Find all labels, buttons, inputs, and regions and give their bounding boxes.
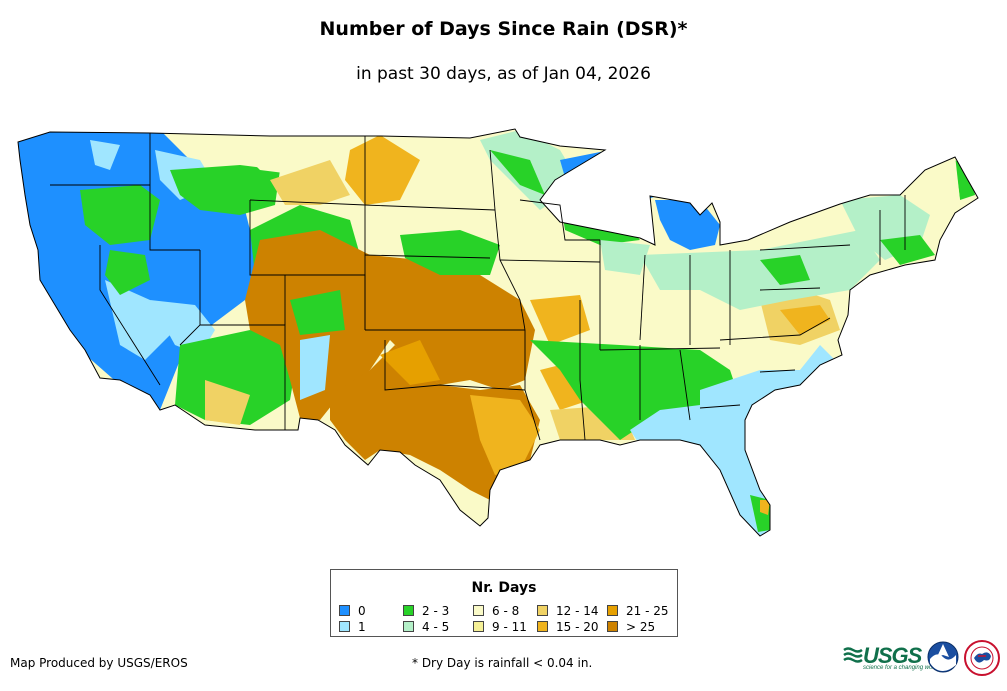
swatch-4-5 [403, 621, 414, 632]
region-15-20-fl-tip [760, 500, 770, 515]
region-2-3-mt [170, 165, 280, 215]
map-title: Number of Days Since Rain (DSR)* [319, 18, 688, 40]
map-subtitle: in past 30 days, as of Jan 04, 2026 [356, 64, 651, 84]
legend-label: 0 [358, 604, 366, 618]
legend-label: 15 - 20 [556, 620, 599, 634]
region-12-14-mt-east [270, 160, 350, 205]
region-1-nm [300, 335, 330, 400]
region-1-florida-carolinas [630, 345, 835, 536]
swatch-1 [339, 621, 350, 632]
usgs-tagline: science for a changing world [863, 665, 940, 671]
usgs-waves-icon [843, 647, 863, 663]
noaa-logo-icon [927, 641, 959, 673]
region-2-3-or [80, 185, 160, 245]
region-2-3-nv [105, 250, 150, 295]
legend-label: 1 [358, 620, 366, 634]
state-boundaries [50, 133, 906, 441]
legend: Nr. Days 0 1 2 - 3 4 - 5 6 - 8 9 - 11 12… [330, 569, 678, 637]
region-1-nevada [105, 280, 175, 360]
legend-label: 2 - 3 [422, 604, 450, 618]
region-21-25-ok [380, 340, 440, 385]
region-2-3-pa [760, 255, 810, 285]
legend-label: 21 - 25 [626, 604, 669, 618]
swatch-12-14 [537, 605, 548, 616]
region-2-3-newengland [880, 235, 935, 265]
legend-label: 4 - 5 [422, 620, 450, 634]
legend-label: 12 - 14 [556, 604, 599, 618]
region-2-3-ne [400, 230, 500, 275]
legend-title: Nr. Days [471, 580, 537, 596]
legend-item-15-20: 15 - 20 [537, 620, 599, 634]
swatch-gt25 [607, 621, 618, 632]
legend-item-9-11: 9 - 11 [473, 620, 527, 634]
region-0-upper-mi [560, 150, 660, 210]
usgs-logo-text: USGS [863, 643, 922, 668]
region-2-3-co [290, 290, 345, 335]
region-15-20-mo [530, 295, 590, 345]
region-12-14-az [205, 380, 250, 425]
legend-item-1: 1 [339, 620, 366, 634]
legend-item-gt25: > 25 [607, 620, 655, 634]
region-4-5-il-north [600, 240, 650, 275]
swatch-6-8 [473, 605, 484, 616]
swatch-21-25 [607, 605, 618, 616]
legend-item-0: 0 [339, 604, 366, 618]
swatch-9-11 [473, 621, 484, 632]
legend-item-21-25: 21 - 25 [607, 604, 669, 618]
credit-text: Map Produced by USGS/EROS [10, 656, 188, 670]
region-15-20-nd-west [345, 135, 420, 205]
swatch-15-20 [537, 621, 548, 632]
region-15-20-va [780, 305, 830, 335]
legend-label: 9 - 11 [492, 620, 527, 634]
legend-item-12-14: 12 - 14 [537, 604, 599, 618]
legend-item-6-8: 6 - 8 [473, 604, 519, 618]
region-6-8-mt-north [235, 129, 330, 175]
nws-logo-icon [964, 640, 1000, 676]
swatch-2-3 [403, 605, 414, 616]
legend-label: > 25 [626, 620, 656, 634]
dsr-regions [18, 129, 978, 536]
legend-label: 6 - 8 [492, 604, 520, 618]
region-0-lower-mi [655, 200, 720, 250]
region-gt25-texas [330, 345, 540, 500]
swatch-0 [339, 605, 350, 616]
footnote-text: * Dry Day is rainfall < 0.04 in. [412, 656, 593, 670]
region-15-20-tx-east [470, 395, 540, 475]
region-1-wa [90, 140, 120, 170]
legend-item-4-5: 4 - 5 [403, 620, 449, 634]
region-4-5-ohio-valley [640, 230, 880, 310]
legend-item-2-3: 2 - 3 [403, 604, 449, 618]
usgs-logo: USGS science for a changing world [843, 643, 940, 671]
region-2-3-southeast [530, 340, 740, 440]
region-2-3-mn [490, 150, 545, 195]
